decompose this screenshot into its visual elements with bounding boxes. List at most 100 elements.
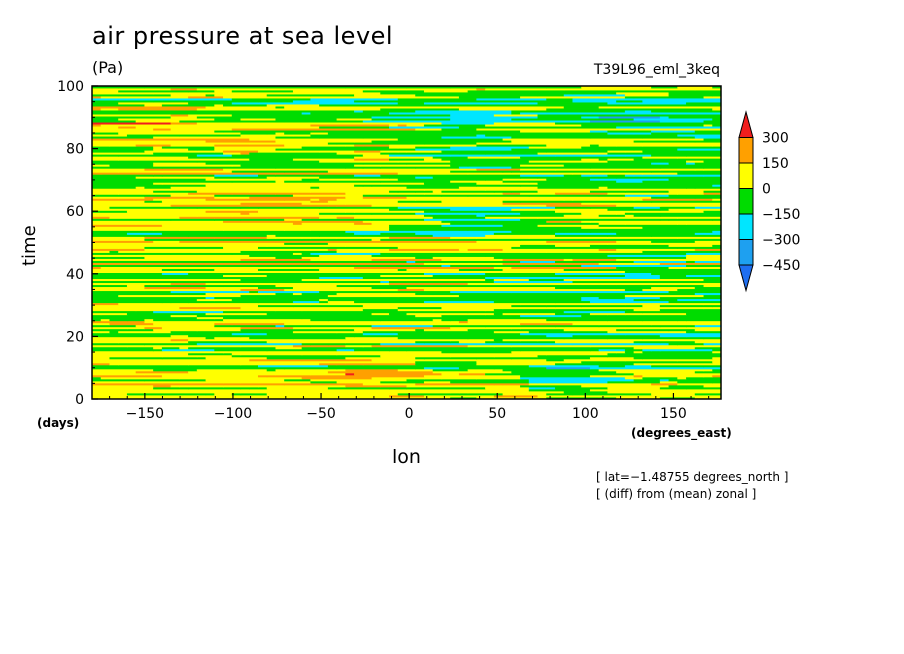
heatmap-cell	[467, 116, 539, 119]
heatmap-cell	[520, 192, 556, 195]
heatmap-cell	[624, 214, 635, 217]
heatmap-cell	[223, 264, 285, 267]
heatmap-cell	[205, 256, 277, 259]
heatmap-cell	[598, 224, 643, 227]
heatmap-cell	[589, 182, 661, 185]
heatmap-cell	[659, 276, 721, 280]
heatmap-cell	[441, 194, 469, 197]
heatmap-cell	[589, 382, 635, 386]
heatmap-cell	[249, 126, 320, 129]
heatmap-cell	[581, 212, 617, 215]
heatmap-cell	[275, 276, 320, 280]
heatmap-cell	[371, 344, 399, 348]
heatmap-cell	[485, 100, 512, 103]
heatmap-cell	[284, 198, 311, 201]
heatmap-cell	[153, 382, 224, 386]
heatmap-cell	[231, 90, 294, 93]
heatmap-cell	[712, 118, 721, 121]
heatmap-cell	[354, 170, 381, 173]
heatmap-cell	[607, 386, 635, 390]
heatmap-cell	[432, 318, 443, 322]
heatmap-cell	[537, 170, 591, 173]
heatmap-cell	[310, 198, 320, 201]
heatmap-cell	[555, 272, 635, 276]
heatmap-cell	[485, 216, 539, 219]
heatmap-cell	[319, 126, 390, 129]
heatmap-cell	[493, 354, 539, 358]
heatmap-cell	[555, 306, 626, 310]
heatmap-cell	[703, 266, 721, 269]
heatmap-cell	[214, 308, 277, 312]
heatmap-cell	[406, 384, 486, 388]
heatmap-cell	[92, 276, 163, 280]
heatmap-cell	[423, 380, 451, 384]
heatmap-cell	[694, 292, 721, 296]
heatmap-cell	[555, 288, 626, 292]
heatmap-cell	[493, 278, 521, 282]
heatmap-cell	[92, 302, 119, 306]
heatmap-cell	[528, 194, 600, 197]
heatmap-cell	[319, 172, 399, 175]
heatmap-cell	[694, 186, 721, 189]
heatmap-cell	[371, 324, 434, 328]
heatmap-cell	[423, 272, 486, 276]
heatmap-cell	[467, 230, 512, 233]
heatmap-cell	[92, 92, 154, 95]
heatmap-cell	[249, 130, 329, 133]
heatmap-cell	[179, 134, 242, 137]
heatmap-cell	[92, 138, 128, 141]
heatmap-cell	[319, 150, 355, 153]
heatmap-cell	[188, 352, 233, 356]
heatmap-cell	[118, 396, 198, 399]
heatmap-cell	[528, 330, 609, 334]
heatmap-cell	[354, 158, 364, 161]
heatmap-cell	[607, 312, 626, 316]
heatmap-cell	[450, 138, 504, 141]
heatmap-cell	[450, 222, 521, 225]
heatmap-cell	[100, 108, 119, 111]
heatmap-cell	[511, 226, 582, 229]
heatmap-cell	[327, 294, 399, 298]
heatmap-cell	[511, 326, 521, 330]
heatmap-cell	[362, 382, 416, 386]
heatmap-cell	[214, 174, 259, 177]
heatmap-cell	[284, 378, 311, 382]
heatmap-cell	[432, 190, 443, 193]
heatmap-cell	[319, 254, 373, 257]
heatmap-cell	[432, 292, 477, 296]
heatmap-cell	[642, 98, 652, 101]
heatmap-cell	[126, 106, 207, 109]
heatmap-cell	[563, 230, 591, 233]
heatmap-cell	[336, 366, 416, 370]
heatmap-cell	[327, 208, 390, 211]
heatmap-cell	[642, 250, 687, 253]
heatmap-cell	[598, 184, 678, 187]
heatmap-cell	[686, 112, 721, 115]
heatmap-cell	[502, 200, 521, 203]
heatmap-cell	[502, 138, 512, 141]
heatmap-cell	[144, 168, 224, 171]
heatmap-cell	[257, 300, 294, 304]
heatmap-cell	[511, 100, 574, 103]
heatmap-cell	[493, 114, 539, 117]
heatmap-cell	[686, 312, 721, 316]
heatmap-cell	[118, 330, 172, 334]
heatmap-cell	[92, 266, 102, 269]
heatmap-cell	[275, 240, 346, 243]
heatmap-cell	[380, 108, 460, 111]
heatmap-cell	[694, 332, 721, 336]
y-tick-label: 100	[57, 79, 84, 95]
heatmap-cell	[450, 208, 512, 211]
heatmap-cell	[371, 376, 425, 380]
heatmap-cell	[284, 132, 311, 135]
heatmap-cell	[336, 236, 364, 239]
heatmap-cell	[240, 288, 259, 292]
heatmap-cell	[275, 106, 285, 109]
heatmap-cell	[301, 96, 373, 99]
heatmap-cell	[616, 144, 643, 147]
heatmap-cell	[458, 320, 469, 324]
heatmap-cell	[598, 216, 678, 219]
heatmap-cell	[668, 194, 687, 197]
heatmap-cell	[397, 336, 469, 340]
heatmap-cell	[441, 244, 521, 247]
